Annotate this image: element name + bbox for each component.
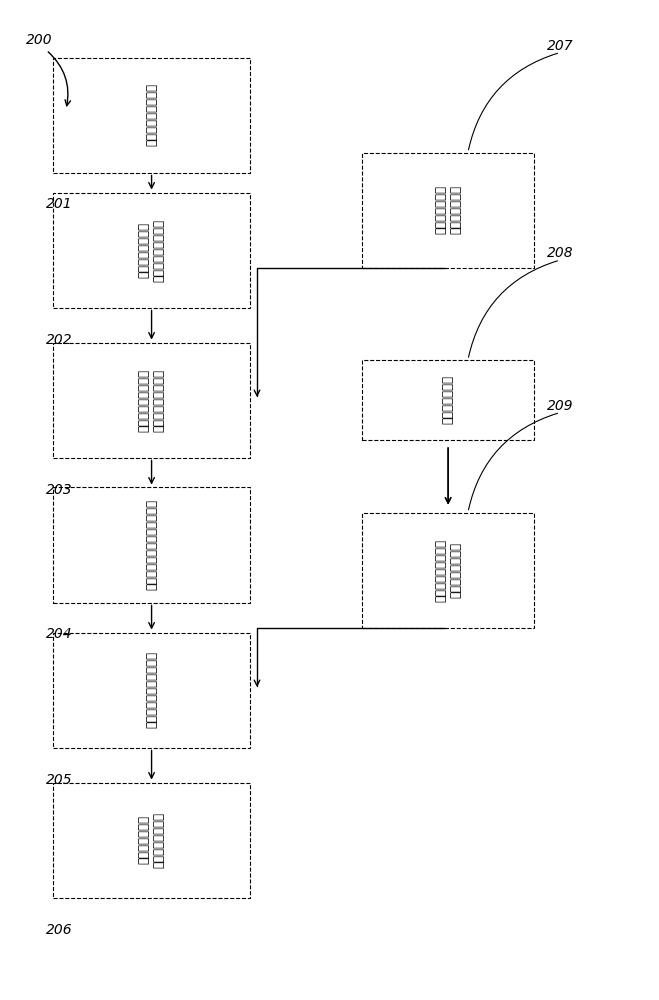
FancyBboxPatch shape — [53, 782, 250, 898]
FancyBboxPatch shape — [53, 342, 250, 458]
Text: 207: 207 — [547, 38, 573, 52]
Text: 206: 206 — [46, 922, 72, 936]
Text: 产生试剂阴离子: 产生试剂阴离子 — [442, 375, 455, 424]
Text: 209: 209 — [547, 398, 573, 412]
Text: 203: 203 — [46, 483, 72, 496]
Text: 将前驱体离子发射
到电子捕获解离室中: 将前驱体离子发射 到电子捕获解离室中 — [138, 219, 165, 282]
Text: 202: 202 — [46, 332, 72, 347]
FancyBboxPatch shape — [362, 152, 534, 267]
Text: 200: 200 — [26, 33, 53, 47]
FancyBboxPatch shape — [362, 512, 534, 628]
Text: 从相互作用区域提取产物离子: 从相互作用区域提取产物离子 — [145, 499, 158, 590]
FancyBboxPatch shape — [53, 57, 250, 172]
FancyBboxPatch shape — [53, 192, 250, 308]
FancyBboxPatch shape — [53, 487, 250, 602]
Text: 将试剂阴离子发射到
电子捕获解离室中: 将试剂阴离子发射到 电子捕获解离室中 — [434, 538, 462, 601]
Text: 208: 208 — [547, 246, 573, 260]
Text: 201: 201 — [46, 198, 72, 212]
FancyBboxPatch shape — [362, 360, 534, 440]
Text: 产生样品前驱体离子: 产生样品前驱体离子 — [145, 84, 158, 146]
Text: 在相互作用区域中执
行电子捕获解离反应: 在相互作用区域中执 行电子捕获解离反应 — [138, 368, 165, 432]
Text: 检测处于较低电
荷状态的产物离子: 检测处于较低电 荷状态的产物离子 — [138, 812, 165, 868]
Text: 204: 204 — [46, 628, 72, 642]
Text: 将电子发射到电
子捕获解离室中: 将电子发射到电 子捕获解离室中 — [434, 186, 462, 234]
FancyBboxPatch shape — [53, 633, 250, 748]
Text: 以试剂离子捕获产物离子: 以试剂离子捕获产物离子 — [145, 652, 158, 728]
Text: 205: 205 — [46, 772, 72, 786]
